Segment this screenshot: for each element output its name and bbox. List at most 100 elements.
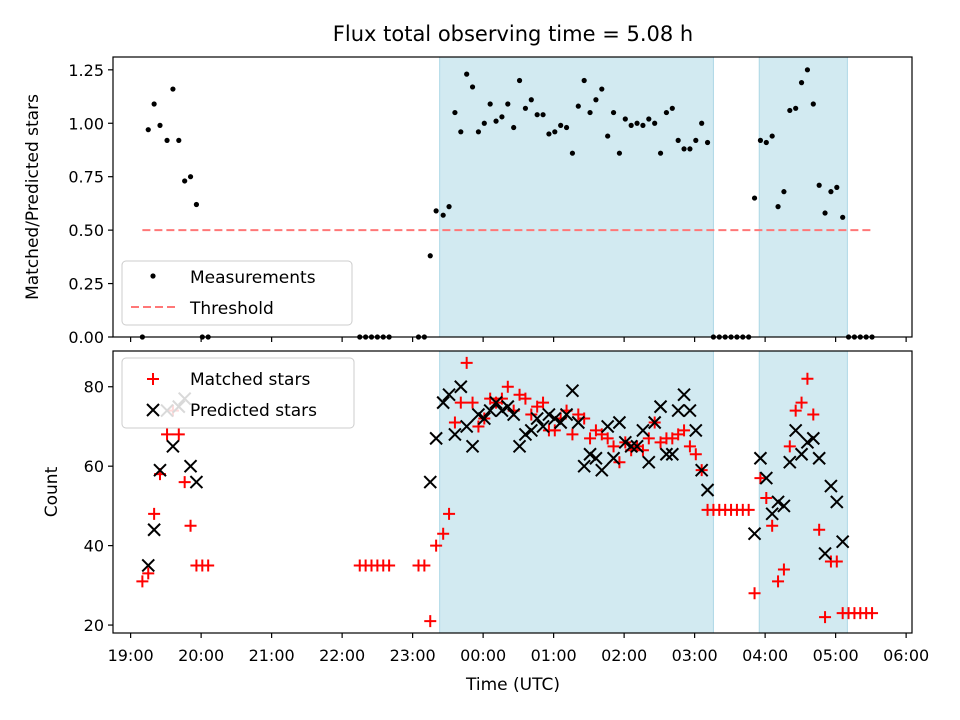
- bottom-predicted-layer: [141, 380, 850, 573]
- bottom-y-ticks: 20 40 60 80: [84, 378, 113, 635]
- measurement-point: [804, 67, 811, 73]
- predicted-point: [147, 523, 161, 537]
- measurement-point: [563, 124, 570, 131]
- measurement-point: [493, 118, 499, 124]
- predicted-point: [448, 427, 462, 442]
- predicted-point: [471, 407, 486, 422]
- predicted-point: [671, 403, 685, 418]
- measurement-point: [145, 127, 151, 133]
- predicted-point: [659, 447, 674, 461]
- legend-predicted-label: Predicted stars: [190, 401, 317, 421]
- predicted-point: [501, 399, 515, 414]
- matched-point: [601, 432, 614, 445]
- predicted-point: [577, 459, 591, 473]
- x-tick-label: 22:00: [319, 646, 365, 665]
- measurement-point: [704, 139, 711, 146]
- measurement-point: [581, 77, 587, 84]
- matched-point: [437, 527, 450, 540]
- measurement-point: [634, 120, 640, 126]
- matched-point: [454, 396, 467, 409]
- bottom-x-ticks: 19:00 20:00 21:00 22:00 23:00 00:00 01:00 02:00…: [108, 633, 929, 665]
- measurement-point: [575, 103, 581, 109]
- matched-point: [418, 559, 431, 572]
- matched-point: [178, 476, 191, 489]
- predicted-point: [747, 526, 762, 541]
- x-tick-label: 19:00: [108, 646, 154, 665]
- predicted-point: [153, 463, 167, 477]
- y-tick-label: 0.00: [68, 328, 104, 347]
- measurement-point: [828, 189, 834, 195]
- matched-point: [678, 424, 691, 437]
- predicted-point: [530, 411, 544, 426]
- x-tick-label: 02:00: [601, 646, 647, 665]
- measurement-point: [522, 105, 529, 111]
- predicted-point: [777, 499, 791, 513]
- measurement-point: [157, 122, 163, 128]
- predicted-point: [783, 455, 797, 469]
- predicted-point: [583, 447, 597, 461]
- matched-point: [383, 559, 396, 572]
- legend-matched-label: Matched stars: [190, 370, 310, 390]
- measurement-point: [610, 109, 617, 116]
- matched-point: [683, 440, 696, 453]
- measurement-point: [763, 139, 769, 146]
- predicted-point: [689, 423, 703, 438]
- predicted-point: [483, 403, 497, 418]
- bottom-y-axis-label: Count: [42, 466, 62, 517]
- legend-threshold-label: Threshold: [189, 299, 274, 319]
- legend-measurements-label: Measurements: [190, 268, 316, 288]
- predicted-point: [559, 407, 574, 422]
- measurement-point: [151, 101, 157, 107]
- measurement-point: [569, 150, 576, 156]
- predicted-point: [506, 407, 521, 422]
- matched-point: [777, 563, 790, 576]
- matched-point: [537, 396, 550, 409]
- matched-point: [766, 519, 779, 532]
- top-x-ticks: [130, 337, 907, 342]
- measurement-point: [587, 109, 593, 116]
- predicted-point: [423, 475, 437, 489]
- measurement-point: [452, 109, 458, 116]
- predicted-point: [636, 423, 650, 438]
- measurement-point: [505, 101, 511, 107]
- matched-point: [430, 539, 443, 552]
- measurement-point: [516, 77, 523, 84]
- predicted-point: [553, 415, 568, 430]
- matched-point: [525, 408, 538, 421]
- matched-point: [748, 587, 761, 600]
- measurement-point: [681, 146, 687, 152]
- y-tick-label: 80: [84, 378, 104, 397]
- predicted-point: [618, 435, 633, 450]
- measurement-point: [475, 129, 482, 135]
- measurement-point: [599, 86, 605, 92]
- matched-point: [136, 575, 149, 588]
- measurement-point: [840, 214, 846, 220]
- measurement-point: [593, 97, 599, 103]
- x-tick-label: 01:00: [531, 646, 577, 665]
- measurement-point: [433, 208, 439, 214]
- predicted-point: [548, 411, 562, 426]
- bottom-legend: Matched stars Predicted stars: [121, 357, 355, 429]
- measurement-point: [781, 189, 787, 195]
- bottom-legend-box: [121, 357, 355, 429]
- predicted-point: [765, 507, 779, 521]
- predicted-point: [600, 419, 615, 434]
- matched-point: [830, 555, 843, 568]
- predicted-point: [759, 471, 774, 485]
- predicted-point: [565, 384, 580, 398]
- measurement-point: [640, 122, 646, 128]
- measurement-point: [427, 253, 433, 259]
- predicted-point: [830, 495, 844, 509]
- matched-point: [813, 523, 826, 536]
- predicted-point: [612, 415, 627, 430]
- matched-point: [789, 404, 802, 417]
- matched-point: [772, 575, 785, 588]
- legend-matched-marker: [147, 373, 159, 385]
- predicted-point: [495, 403, 509, 418]
- predicted-point: [571, 415, 586, 430]
- measurement-point: [464, 71, 470, 77]
- matched-point: [443, 507, 456, 520]
- matched-point: [184, 519, 197, 532]
- y-tick-label: 0.75: [68, 168, 104, 187]
